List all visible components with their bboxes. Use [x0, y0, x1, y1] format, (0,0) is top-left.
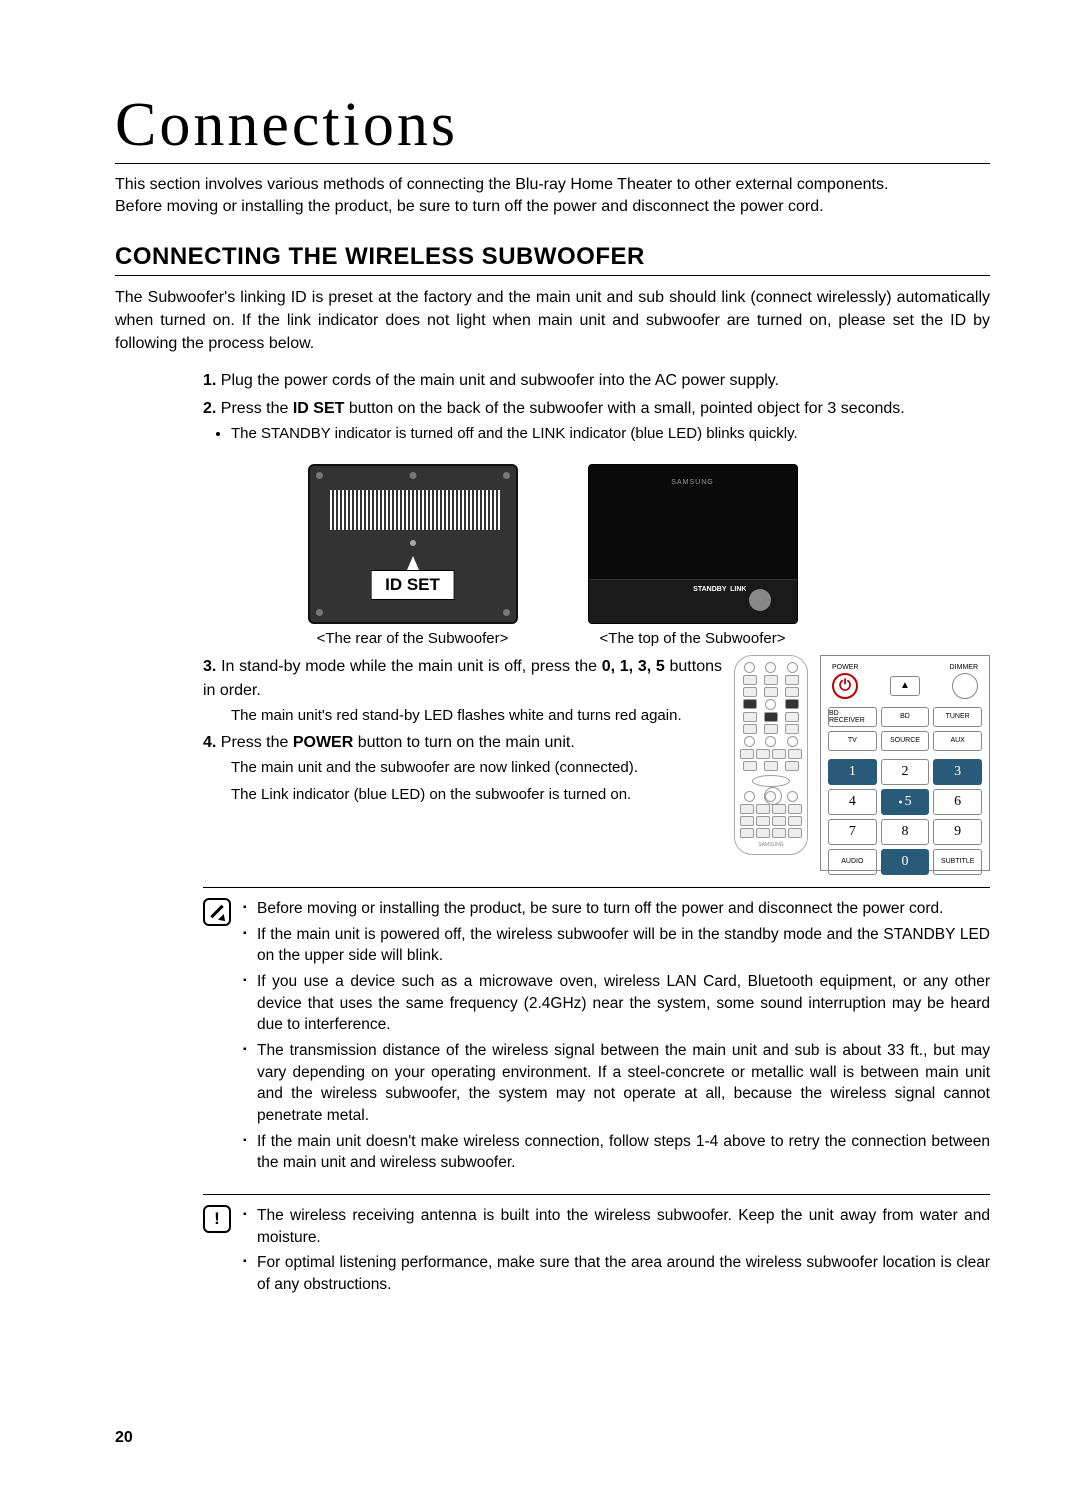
section-paragraph: The Subwoofer's linking ID is preset at … [115, 286, 990, 356]
num-btn: 4 [828, 789, 877, 815]
figure-subwoofer-top: SAMSUNG STANDBY LINK <The top of the Sub… [588, 464, 798, 647]
step-sublist: The STANDBY indicator is turned off and … [203, 423, 990, 446]
dimmer-label: DIMMER [950, 664, 978, 671]
note-item: Before moving or installing the product,… [243, 898, 990, 920]
separator [203, 887, 990, 888]
note-item: If the main unit doesn't make wireless c… [243, 1131, 990, 1174]
separator [203, 1194, 990, 1195]
section-heading: CONNECTING THE WIRELESS SUBWOOFER [115, 243, 990, 276]
power-icon: ⏻ [832, 673, 858, 699]
num-btn: ●5 [881, 789, 930, 815]
step-number: 2. [203, 400, 216, 417]
link-indicator-icon [749, 589, 771, 611]
num-btn: SUBTITLE [933, 849, 982, 875]
brand-label: SAMSUNG [671, 479, 713, 486]
subwoofer-rear-diagram: ID SET [308, 464, 518, 624]
step-bold: ID SET [293, 400, 345, 417]
page-title: Connections [115, 90, 990, 164]
step-number: 4. [203, 734, 216, 751]
src-btn: TV [828, 731, 877, 751]
figure-row: ID SET <The rear of the Subwoofer> SAMSU… [115, 464, 990, 647]
num-btn: 1 [828, 759, 877, 785]
src-btn: SOURCE [881, 731, 930, 751]
note-item: If the main unit is powered off, the wir… [243, 924, 990, 967]
step-subitem: The main unit and the subwoofer are now … [231, 757, 722, 780]
step-text: Plug the power cords of the main unit an… [221, 372, 779, 389]
step-text-pre: Press the [221, 400, 293, 417]
brand-label: SAMSUNG [758, 842, 783, 848]
intro-line-1: This section involves various methods of… [115, 174, 990, 196]
num-btn: 3 [933, 759, 982, 785]
caution-block: ! The wireless receiving antenna is buil… [115, 1205, 990, 1300]
caution-list: The wireless receiving antenna is built … [243, 1205, 990, 1300]
step-bold: 0, 1, 3, 5 [602, 658, 665, 675]
remote-zoom-diagram: POWER DIMMER ⏻ ▲ BD RECEIVER BD TUNER TV… [820, 655, 990, 871]
caution-icon: ! [203, 1205, 231, 1233]
num-btn: 7 [828, 819, 877, 845]
num-btn: 8 [881, 819, 930, 845]
src-btn: AUX [933, 731, 982, 751]
step-number: 1. [203, 372, 216, 389]
steps-list: 1. Plug the power cords of the main unit… [115, 369, 990, 446]
note-item: If you use a device such as a microwave … [243, 971, 990, 1036]
idset-label: ID SET [370, 570, 455, 600]
num-btn: 9 [933, 819, 982, 845]
step-text-post: button on the back of the subwoofer with… [344, 400, 904, 417]
steps-34: 3. In stand-by mode while the main unit … [115, 655, 722, 871]
link-label: LINK [730, 586, 746, 593]
number-pad: 1 2 3 4 ●5 6 7 8 9 AUDIO 0 SUBTITLE [828, 759, 982, 875]
note-list: Before moving or installing the product,… [243, 898, 990, 1178]
num-btn: 0 [881, 849, 930, 875]
note-icon [203, 898, 231, 926]
step-text-pre: Press the [221, 734, 293, 751]
caution-item: The wireless receiving antenna is built … [243, 1205, 990, 1248]
note-block: Before moving or installing the product,… [115, 898, 990, 1178]
note-item: The transmission distance of the wireles… [243, 1040, 990, 1127]
step-text-pre: In stand-by mode while the main unit is … [221, 658, 602, 675]
step-subitem: The Link indicator (blue LED) on the sub… [231, 784, 722, 807]
step-subitem: The main unit's red stand-by LED flashes… [231, 705, 722, 728]
step-2: 2. Press the ID SET button on the back o… [203, 397, 990, 446]
subwoofer-top-diagram: SAMSUNG STANDBY LINK [588, 464, 798, 624]
num-btn: AUDIO [828, 849, 877, 875]
step-1: 1. Plug the power cords of the main unit… [203, 369, 990, 393]
step-text-post: button to turn on the main unit. [353, 734, 574, 751]
intro-line-2: Before moving or installing the product,… [115, 196, 990, 218]
src-btn: TUNER [933, 707, 982, 727]
eject-button-icon: ▲ [890, 676, 920, 696]
src-btn: BD [881, 707, 930, 727]
page-number: 20 [115, 1429, 133, 1447]
figure-caption: <The top of the Subwoofer> [588, 630, 798, 647]
caution-item: For optimal listening performance, make … [243, 1252, 990, 1295]
source-buttons: BD RECEIVER BD TUNER TV SOURCE AUX [828, 707, 982, 751]
remote-full-diagram: SAMSUNG [734, 655, 808, 855]
num-btn: 6 [933, 789, 982, 815]
steps-with-remote-row: 3. In stand-by mode while the main unit … [115, 655, 990, 871]
src-btn: BD RECEIVER [828, 707, 877, 727]
step-subitem: The STANDBY indicator is turned off and … [231, 423, 990, 446]
figure-caption: <The rear of the Subwoofer> [308, 630, 518, 647]
dimmer-button-icon [952, 673, 978, 699]
power-label: POWER [832, 664, 858, 671]
step-4: 4. Press the POWER button to turn on the… [203, 731, 722, 806]
figure-subwoofer-rear: ID SET <The rear of the Subwoofer> [308, 464, 518, 647]
step-bold: POWER [293, 734, 353, 751]
num-btn: 2 [881, 759, 930, 785]
step-number: 3. [203, 658, 216, 675]
standby-label: STANDBY [693, 586, 726, 593]
step-3: 3. In stand-by mode while the main unit … [203, 655, 722, 728]
